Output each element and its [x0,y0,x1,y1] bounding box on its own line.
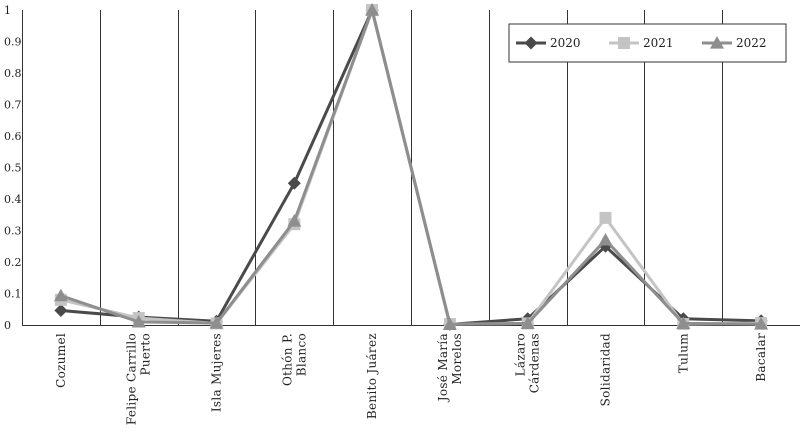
y-tick-label: 0.2 [4,256,22,269]
series-2022 [53,3,769,330]
legend-item-2022: 2022 [702,36,767,50]
data-point [599,211,612,224]
y-axis-ticks: 0 0.1 0.2 0.3 0.4 0.5 0.6 0.7 0.8 0.9 1 [4,4,22,332]
data-point [442,317,457,330]
y-tick-label: 0.8 [4,67,22,80]
x-tick-label: Felipe Carrillo Puerto [125,333,153,425]
series-line [60,8,762,326]
y-tick-label: 0.9 [4,36,22,49]
y-tick-label: 1 [4,4,11,17]
x-tick-line: Isla Mujeres [210,333,224,412]
x-tick-label: Isla Mujeres [210,333,224,412]
x-tick-line: Cozumel [54,333,68,388]
y-tick-label: 0.3 [4,225,22,238]
x-tick-line: Cárdenas [528,333,542,393]
legend-item-2020: 2020 [516,36,581,50]
y-tick-label: 0.5 [4,162,22,175]
x-tick-line: Morelos [450,333,464,385]
legend-label: 2022 [736,36,767,50]
y-tick-label: 0.4 [4,193,22,206]
legend-marker [710,36,724,49]
x-tick-label: Cozumel [54,333,68,388]
y-tick-label: 0 [4,319,11,332]
data-point [209,316,224,329]
x-tick-line: Bacalar [754,333,768,382]
x-tick-label: José María Morelos [436,333,464,403]
y-tick-label: 0.6 [4,130,22,143]
data-point [754,317,769,330]
x-tick-label: Tulum [676,333,690,373]
series-layer [53,3,769,331]
x-tick-label: Lázaro Cárdenas [514,333,542,393]
data-point [287,176,301,190]
data-point [520,316,535,330]
axes [22,10,800,326]
x-tick-line: Lázaro [514,333,528,376]
data-point [676,316,691,330]
data-point [53,288,68,302]
x-tick-line: Othón P. [280,333,294,386]
x-tick-label: Solidaridad [599,333,613,406]
x-tick-line: Benito Juárez [365,333,379,419]
legend: 2020 2021 2022 [508,23,787,63]
data-point [131,314,146,328]
x-tick-line: Felipe Carrillo [125,333,139,425]
data-point [287,214,302,227]
legend-item-2021: 2021 [609,36,674,50]
x-axis-labels: Cozumel Felipe Carrillo Puerto Isla Mujeres… [54,333,768,425]
y-tick-label: 0.7 [4,99,22,112]
x-tick-line: Puerto [139,333,153,376]
x-tick-line: Tulum [676,333,690,373]
data-point [54,304,68,318]
x-tick-line: Solidaridad [599,333,613,406]
x-tick-line: Blanco [294,333,308,376]
legend-marker [524,36,538,50]
legend-label: 2021 [643,36,674,50]
legend-label: 2020 [550,36,581,50]
x-tick-label: Benito Juárez [365,333,379,419]
x-tick-label: Bacalar [754,333,768,382]
legend-marker [618,37,630,49]
x-tick-label: Othón P. Blanco [280,333,308,386]
y-tick-label: 0.1 [4,288,22,301]
x-tick-line: José María [436,333,450,403]
data-point [365,3,380,16]
legend-box [508,23,787,63]
data-point [598,232,613,246]
